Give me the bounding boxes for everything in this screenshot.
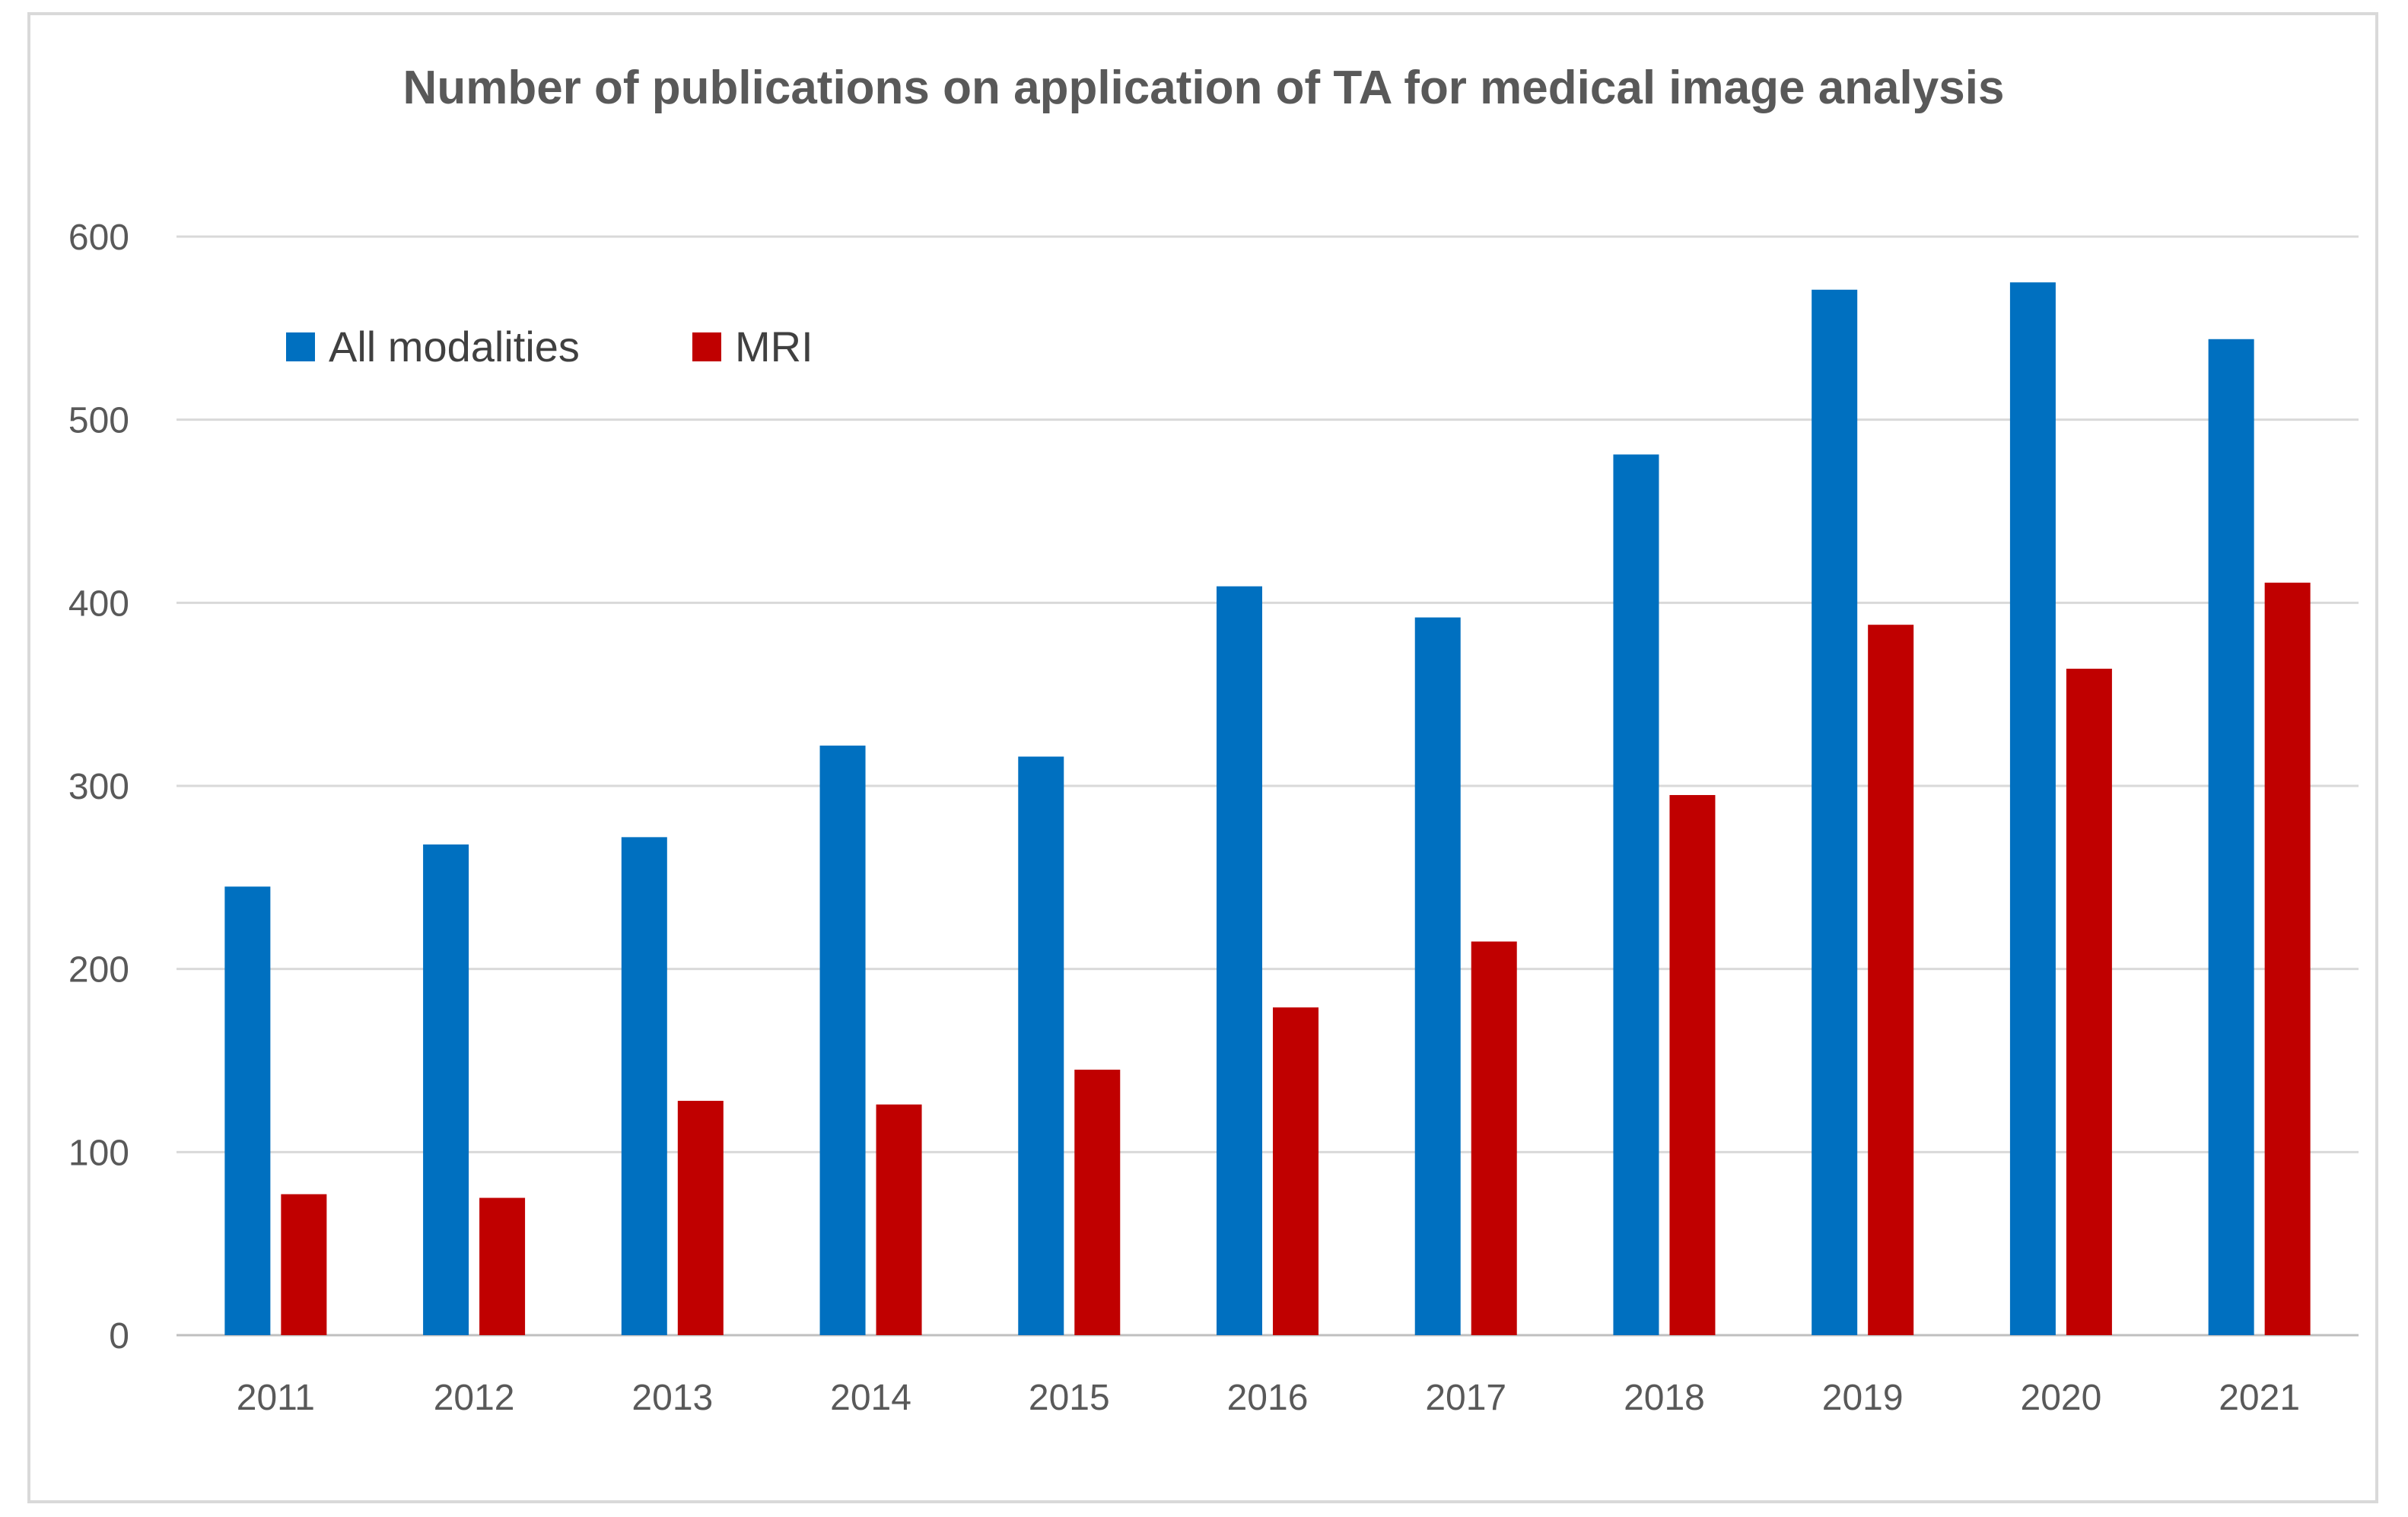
x-tick-label: 2021 (2219, 1378, 2300, 1418)
bar-all-modalities-2012 (423, 844, 469, 1335)
y-tick-label: 100 (68, 1133, 129, 1173)
bar-all-modalities-2014 (819, 746, 866, 1335)
legend-label-mri: MRI (735, 323, 813, 371)
bar-mri-2020 (2066, 668, 2112, 1335)
y-tick-label: 300 (68, 767, 129, 807)
bar-all-modalities-2021 (2208, 339, 2254, 1336)
x-axis-ticks: 2011 2012 2013 2014 2015 2016 2017 2018 2019 2020… (237, 1378, 2300, 1418)
x-tick-label: 2013 (631, 1378, 713, 1418)
bar-all-modalities-2016 (1217, 586, 1262, 1335)
bar-all-modalities-2020 (2009, 282, 2056, 1336)
y-axis-ticks: 0 100 200 300 400 500 600 (68, 218, 129, 1356)
x-tick-label: 2015 (1029, 1378, 1110, 1418)
x-tick-label: 2012 (434, 1378, 515, 1418)
chart-frame (27, 12, 2378, 1503)
x-tick-label: 2017 (1425, 1378, 1506, 1418)
legend-label-all-modalities: All modalities (329, 323, 580, 371)
y-tick-label: 500 (68, 401, 129, 441)
chart-title: Number of publications on application of… (403, 62, 2005, 114)
y-tick-label: 600 (68, 218, 129, 258)
gridlines (177, 235, 2359, 1337)
bar-mri-2011 (281, 1194, 327, 1335)
bars (224, 282, 2311, 1336)
bar-mri-2015 (1074, 1070, 1121, 1335)
legend-swatch-mri (692, 332, 721, 361)
y-tick-label: 200 (68, 950, 129, 991)
bar-all-modalities-2019 (1812, 289, 1858, 1335)
bar-mri-2017 (1471, 941, 1517, 1335)
bar-mri-2018 (1669, 795, 1716, 1335)
bar-mri-2013 (677, 1100, 724, 1335)
x-tick-label: 2011 (237, 1378, 315, 1418)
bar-all-modalities-2018 (1613, 454, 1659, 1335)
x-tick-label: 2018 (1624, 1378, 1705, 1418)
x-tick-label: 2014 (830, 1378, 911, 1418)
x-tick-label: 2016 (1227, 1378, 1309, 1418)
legend: All modalities MRI (286, 323, 813, 371)
bar-all-modalities-2011 (224, 886, 271, 1335)
bar-mri-2021 (2264, 582, 2311, 1335)
bar-all-modalities-2015 (1018, 756, 1064, 1335)
bar-all-modalities-2013 (621, 837, 667, 1335)
x-tick-label: 2020 (2021, 1378, 2102, 1418)
y-tick-label: 0 (109, 1316, 129, 1356)
legend-swatch-all-modalities (286, 332, 315, 361)
y-tick-label: 400 (68, 584, 129, 624)
bar-mri-2016 (1273, 1007, 1319, 1335)
bar-all-modalities-2017 (1414, 617, 1461, 1335)
bar-mri-2012 (479, 1197, 526, 1335)
x-tick-label: 2019 (1822, 1378, 1904, 1418)
bar-mri-2019 (1868, 625, 1914, 1335)
bar-mri-2014 (876, 1104, 922, 1335)
